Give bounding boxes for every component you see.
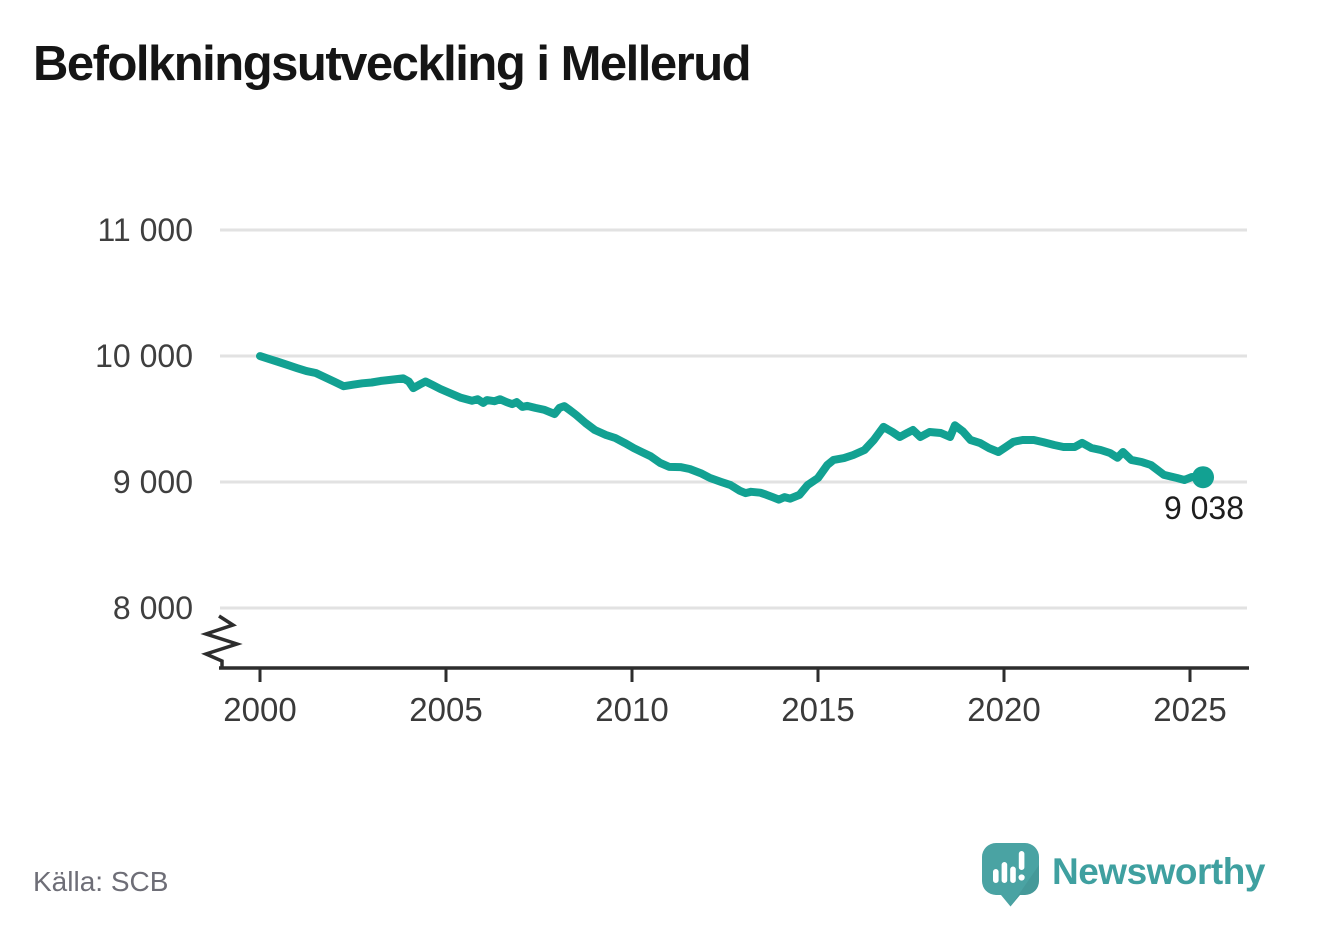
- y-axis-label-9000: 9 000: [113, 464, 193, 500]
- newsworthy-logo: Newsworthy: [982, 842, 1265, 908]
- y-axis-label-11000: 11 000: [98, 212, 194, 248]
- y-axis-break-icon: [200, 614, 243, 668]
- latest-value-label: 9 038: [1164, 490, 1244, 526]
- x-axis-label-2015: 2015: [781, 691, 854, 728]
- newsworthy-wordmark: Newsworthy: [1052, 850, 1265, 892]
- x-axis-label-2005: 2005: [409, 691, 482, 728]
- y-axis-label-10000: 10 000: [95, 338, 193, 374]
- newsworthy-speech-bubble-bar-chart-icon: [982, 843, 1039, 907]
- source-label: Källa: SCB: [33, 866, 169, 897]
- x-axis-label-2025: 2025: [1153, 691, 1226, 728]
- x-axis-label-2020: 2020: [967, 691, 1040, 728]
- y-axis-label-8000: 8 000: [113, 590, 193, 626]
- x-axis-label-2000: 2000: [223, 691, 296, 728]
- population-line: [256, 352, 1207, 504]
- x-axis-label-2010: 2010: [595, 691, 668, 728]
- page-title: Befolkningsutveckling i Mellerud: [33, 37, 752, 91]
- latest-value-dot: [1192, 466, 1215, 489]
